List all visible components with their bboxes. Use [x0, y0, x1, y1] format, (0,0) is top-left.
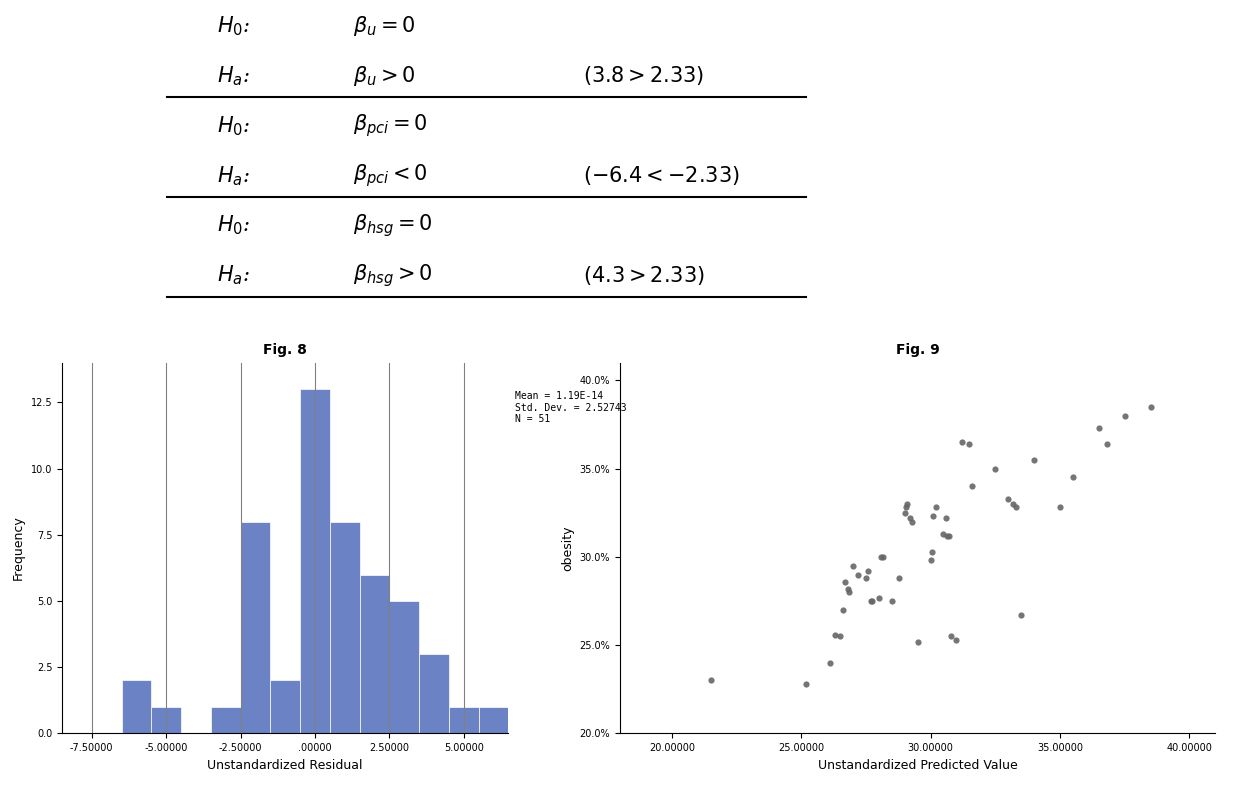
Text: $H_a$:: $H_a$: — [217, 164, 250, 188]
Point — [900, 512, 920, 525]
Point — [1003, 497, 1023, 510]
Point — [903, 515, 923, 528]
Point — [986, 462, 1006, 475]
Point — [839, 586, 859, 599]
Point — [1089, 422, 1109, 434]
Point — [926, 501, 946, 514]
Point — [921, 545, 941, 558]
Bar — [389, 601, 419, 733]
Point — [843, 559, 863, 572]
Text: $(-6.4 < -2.33)$: $(-6.4 < -2.33)$ — [583, 164, 739, 187]
Point — [946, 634, 966, 646]
Bar — [360, 575, 389, 733]
Bar — [300, 389, 330, 733]
Point — [872, 550, 892, 563]
Title: Fig. 9: Fig. 9 — [895, 343, 940, 357]
Text: $\beta_{pci} < 0$: $\beta_{pci} < 0$ — [353, 162, 428, 189]
Point — [856, 571, 875, 584]
Text: $H_a$:: $H_a$: — [217, 64, 250, 88]
Text: $\beta_{pci} = 0$: $\beta_{pci} = 0$ — [353, 112, 428, 139]
Bar — [122, 680, 151, 733]
Text: $\beta_u = 0$: $\beta_u = 0$ — [353, 14, 417, 38]
Bar — [330, 521, 360, 733]
Point — [897, 501, 916, 514]
Point — [889, 571, 909, 584]
Point — [998, 492, 1018, 505]
Point — [1096, 438, 1116, 451]
Point — [924, 510, 944, 523]
Point — [873, 550, 893, 563]
Point — [895, 506, 915, 519]
Point — [1141, 401, 1161, 413]
Title: Fig. 8: Fig. 8 — [263, 343, 308, 357]
Bar — [270, 680, 300, 733]
X-axis label: Unstandardized Residual: Unstandardized Residual — [207, 758, 363, 771]
Point — [920, 554, 940, 567]
Point — [701, 674, 720, 687]
Text: $(3.8 > 2.33)$: $(3.8 > 2.33)$ — [583, 64, 704, 87]
Point — [951, 436, 971, 449]
X-axis label: Unstandardized Predicted Value: Unstandardized Predicted Value — [817, 758, 1018, 771]
Point — [862, 595, 882, 608]
Text: $H_0$:: $H_0$: — [217, 214, 250, 238]
Text: $\beta_{hsg} > 0$: $\beta_{hsg} > 0$ — [353, 262, 433, 289]
Point — [830, 630, 849, 643]
Point — [908, 635, 928, 648]
Point — [832, 604, 852, 617]
Point — [838, 582, 858, 595]
Point — [861, 595, 880, 608]
Point — [882, 595, 901, 608]
Point — [962, 480, 982, 492]
Text: $H_0$:: $H_0$: — [217, 114, 250, 138]
Point — [939, 530, 959, 542]
Point — [848, 568, 868, 581]
Point — [1024, 453, 1044, 466]
Bar — [449, 707, 479, 733]
Bar — [151, 707, 181, 733]
Bar — [419, 654, 449, 733]
Point — [1006, 501, 1025, 514]
Point — [934, 527, 954, 540]
Point — [836, 575, 856, 588]
Text: $H_0$:: $H_0$: — [217, 14, 250, 38]
Text: $(4.3 > 2.33)$: $(4.3 > 2.33)$ — [583, 264, 704, 287]
Point — [820, 656, 839, 669]
Point — [1115, 409, 1135, 422]
Text: Mean = 1.19E-14
Std. Dev. = 2.52743
N = 51: Mean = 1.19E-14 Std. Dev. = 2.52743 N = … — [515, 391, 626, 424]
Point — [825, 628, 844, 641]
Text: $\beta_{hsg} = 0$: $\beta_{hsg} = 0$ — [353, 212, 433, 239]
Bar — [479, 707, 508, 733]
Point — [1063, 471, 1083, 484]
Point — [869, 591, 889, 604]
Point — [1050, 501, 1070, 514]
Bar — [241, 521, 270, 733]
Point — [898, 497, 918, 510]
Point — [960, 438, 980, 451]
Bar — [211, 707, 241, 733]
Point — [858, 564, 878, 577]
Point — [941, 630, 961, 643]
Y-axis label: Frequency: Frequency — [12, 516, 25, 580]
Point — [936, 512, 956, 525]
Y-axis label: obesity: obesity — [560, 526, 574, 571]
Point — [937, 530, 957, 542]
Text: $H_a$:: $H_a$: — [217, 264, 250, 288]
Point — [1011, 609, 1030, 621]
Text: $\beta_u > 0$: $\beta_u > 0$ — [353, 64, 417, 88]
Point — [796, 678, 816, 691]
